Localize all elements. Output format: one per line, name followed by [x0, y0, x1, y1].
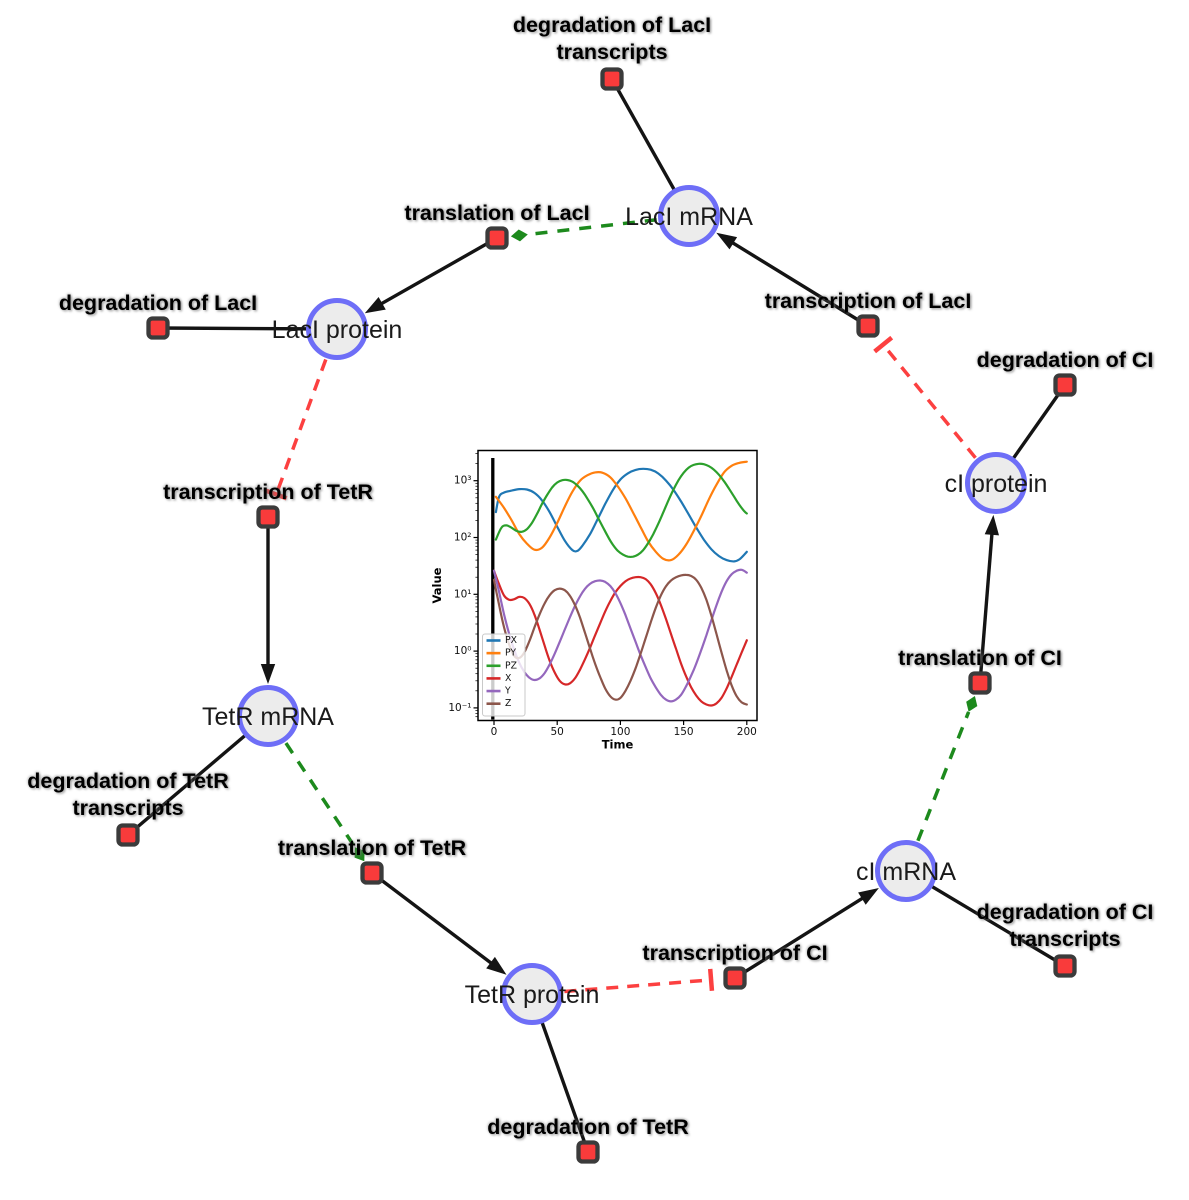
series-line-y: [492, 568, 748, 703]
reaction-label-degradation-of-ci-transcripts: degradation of CI transcripts: [977, 900, 1154, 951]
reaction-node-translation-of-tetr[interactable]: [360, 861, 384, 885]
species-label-ci-protein: cI protein: [945, 470, 1048, 498]
species-label-laci-protein: LacI protein: [272, 316, 403, 344]
edge-inhibition-tetr-protein-to-transcription-of-ci: [564, 968, 715, 994]
legend-entry-px: PX: [505, 635, 518, 646]
y-tick-label: 10⁰: [454, 645, 472, 657]
reaction-node-transcription-of-laci[interactable]: [856, 314, 880, 338]
timeseries-inset-chart: 0 50 100 150 200Time10³10²10¹10⁰10⁻¹ValuePXP…: [430, 449, 758, 752]
y-axis-title: Value: [430, 567, 444, 603]
legend-entry-pz: PZ: [505, 660, 517, 671]
species-node-ci-mrna[interactable]: [875, 840, 937, 902]
x-tick-label: 0: [491, 726, 498, 738]
reaction-node-transcription-of-tetr[interactable]: [256, 505, 280, 529]
reaction-node-degradation-of-ci[interactable]: [1053, 373, 1077, 397]
reaction-label-translation-of-tetr: translation of TetR: [278, 836, 467, 860]
reaction-label-transcription-of-laci: transcription of LacI: [765, 289, 972, 313]
edge-production-translation-of-ci-to-ci-protein: [978, 514, 999, 684]
x-tick-label: 100: [610, 726, 630, 738]
species-node-laci-protein[interactable]: [306, 298, 368, 360]
edge-production-transcription-of-tetr-to-tetr-mrna: [260, 517, 276, 684]
reaction-label-degradation-of-ci: degradation of CI: [977, 348, 1154, 372]
species-node-tetr-protein[interactable]: [501, 963, 563, 1025]
legend-entry-x: X: [505, 673, 512, 684]
edge-production-translation-of-laci-to-laci-protein: [364, 236, 498, 314]
reaction-node-degradation-of-laci[interactable]: [146, 316, 170, 340]
y-tick-label: 10⁻¹: [448, 702, 471, 714]
species-label-ci-mrna: cI mRNA: [856, 858, 956, 886]
species-node-tetr-mrna[interactable]: [237, 685, 299, 747]
y-tick-label: 10²: [454, 532, 472, 544]
legend-entry-y: Y: [504, 686, 511, 697]
reaction-node-translation-of-ci[interactable]: [968, 671, 992, 695]
edge-production-translation-of-tetr-to-tetr-protein: [370, 871, 507, 975]
edge-production-transcription-of-ci-to-ci-mrna: [734, 888, 879, 980]
x-tick-label: 50: [551, 726, 564, 738]
reaction-node-transcription-of-ci[interactable]: [723, 966, 747, 990]
legend-entry-z: Z: [505, 698, 511, 709]
x-axis-title: Time: [602, 738, 634, 752]
series-line-pz: [494, 462, 748, 559]
y-tick-label: 10¹: [454, 588, 472, 600]
axes-frame: [477, 449, 758, 722]
edge-inhibition-laci-protein-to-transcription-of-tetr: [265, 358, 328, 501]
edge-modifier-tetr-mrna-to-translation-of-tetr: [284, 742, 365, 862]
edge-production-transcription-of-laci-to-laci-mrna: [716, 232, 869, 328]
reaction-label-transcription-of-tetr: transcription of TetR: [163, 480, 373, 504]
labels-layer: degradation of LacI transcripts translatio…: [27, 13, 1153, 1139]
y-tick-label: 10³: [454, 475, 472, 487]
reaction-label-translation-of-ci: translation of CI: [898, 646, 1062, 670]
reaction-node-degradation-of-laci-transcripts[interactable]: [600, 67, 624, 91]
x-tick-label: 150: [674, 726, 694, 738]
reaction-label-degradation-of-tetr: degradation of TetR: [487, 1115, 689, 1139]
y-axis: 10³ 10² 10¹ 10⁰ 10⁻¹ Value: [430, 453, 478, 718]
reaction-label-transcription-of-ci: transcription of CI: [642, 941, 827, 965]
species-label-laci-mrna: LacI mRNA: [625, 203, 753, 231]
reaction-node-translation-of-laci[interactable]: [485, 226, 509, 250]
series-line-py: [494, 460, 748, 562]
reaction-node-degradation-of-tetr-transcripts[interactable]: [116, 823, 140, 847]
x-axis: 0 50 100 150 200 Time: [491, 720, 757, 752]
series-line-z: [492, 573, 748, 706]
species-node-laci-mrna[interactable]: [658, 185, 720, 247]
species-label-tetr-mrna: TetR mRNA: [202, 703, 334, 731]
reaction-label-degradation-of-laci: degradation of LacI: [59, 291, 257, 315]
nodes-layer: [116, 67, 1077, 1164]
edge-modifier-ci-mrna-to-translation-of-ci: [916, 696, 978, 842]
edge-modifier-laci-mrna-to-translation-of-laci: [510, 217, 657, 242]
chart-series-layer: [492, 460, 748, 707]
x-tick-label: 200: [737, 726, 757, 738]
series-line-px: [494, 467, 748, 563]
reaction-node-degradation-of-tetr[interactable]: [576, 1140, 600, 1164]
edge-inhibition-ci-protein-to-transcription-of-laci: [873, 335, 977, 459]
reaction-node-degradation-of-ci-transcripts[interactable]: [1053, 954, 1077, 978]
series-line-x: [492, 569, 748, 707]
reaction-label-degradation-of-laci-transcripts: degradation of LacI transcripts: [513, 13, 711, 64]
reaction-label-degradation-of-tetr-transcripts: degradation of TetR transcripts: [27, 769, 229, 820]
species-label-tetr-protein: TetR protein: [465, 981, 600, 1009]
legend-entry-py: PY: [505, 648, 516, 659]
reaction-label-translation-of-laci: translation of LacI: [404, 201, 589, 225]
species-node-ci-protein[interactable]: [965, 452, 1027, 514]
